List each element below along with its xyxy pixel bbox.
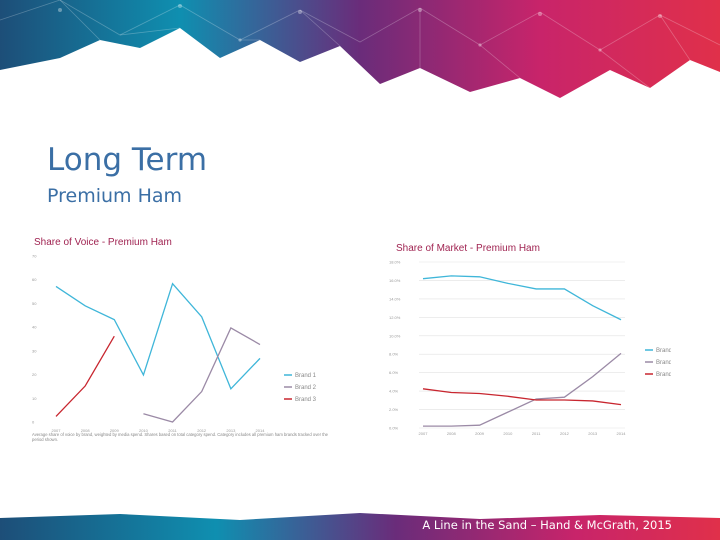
- share-of-voice-panel: Share of Voice - Premium Ham 0 10 20 30 40 50 6…: [30, 228, 340, 446]
- decorative-footer-band: [0, 513, 720, 540]
- legend-label: Brand 3: [295, 397, 317, 403]
- chart-footnote: Average share of voice by brand, weighte…: [32, 432, 329, 442]
- y-tick-label: 40: [32, 325, 37, 330]
- series-line-brand-2: [143, 327, 261, 423]
- y-tick-label: 10: [32, 396, 37, 401]
- x-tick-label: 2011: [168, 428, 177, 433]
- x-tick-label: 2009: [475, 431, 485, 436]
- x-tick-label: 2013: [588, 431, 598, 436]
- x-tick-label: 2009: [110, 428, 120, 433]
- legend-label: Brand 2: [295, 385, 317, 391]
- share-of-market-chart: Share of Market - Premium Ham 0.0% 2.0% 4.0…: [389, 243, 671, 436]
- series-line-brand-1: [55, 282, 261, 390]
- series-line-brand-3: [55, 335, 115, 417]
- x-tick-label: 2010: [139, 428, 149, 433]
- share-of-voice-chart: Share of Voice - Premium Ham 0 10 20 30 40 50 6…: [32, 237, 317, 433]
- legend-label: Brand 1: [295, 373, 317, 379]
- x-tick-label: 2012: [197, 428, 207, 433]
- x-tick-label: 2010: [503, 431, 513, 436]
- chart-title: Share of Voice - Premium Ham: [34, 237, 172, 248]
- y-tick-label: 0.0%: [389, 426, 399, 431]
- y-tick-label: 20: [32, 372, 37, 377]
- legend-label: Brand 2: [656, 360, 671, 366]
- y-tick-label: 6.0%: [389, 370, 399, 375]
- slide-subtitle: Premium Ham: [47, 185, 183, 207]
- y-tick-label: 8.0%: [389, 352, 399, 357]
- y-tick-label: 50: [32, 301, 37, 306]
- y-tick-label: 4.0%: [389, 389, 399, 394]
- y-tick-label: 16.0%: [389, 278, 401, 283]
- y-tick-label: 18.0%: [389, 260, 401, 265]
- y-tick-label: 70: [32, 254, 37, 259]
- x-tick-label: 2013: [226, 428, 236, 433]
- y-tick-label: 14.0%: [389, 296, 401, 301]
- legend-label: Brand 1: [656, 348, 671, 354]
- series-line-brand-2: [423, 352, 622, 427]
- y-tick-label: 10.0%: [389, 333, 401, 338]
- y-tick-label: 30: [32, 348, 37, 353]
- decorative-header-band: [0, 0, 720, 98]
- legend-label: Brand 3: [656, 372, 671, 378]
- y-tick-label: 0: [32, 420, 35, 425]
- x-tick-label: 2008: [81, 428, 91, 433]
- chart-title: Share of Market - Premium Ham: [396, 243, 540, 254]
- footer-citation: A Line in the Sand – Hand & McGrath, 201…: [422, 518, 672, 532]
- share-of-market-panel: Share of Market - Premium Ham 0.0% 2.0% 4.0…: [383, 232, 671, 444]
- y-tick-label: 12.0%: [389, 315, 401, 320]
- x-tick-label: 2014: [256, 428, 266, 433]
- x-tick-label: 2007: [52, 428, 62, 433]
- series-line-brand-1: [422, 275, 622, 321]
- series-line-brand-3: [422, 388, 622, 406]
- slide-title: Long Term: [47, 142, 208, 178]
- x-tick-label: 2011: [532, 431, 541, 436]
- y-tick-label: 2.0%: [389, 407, 399, 412]
- x-tick-label: 2014: [617, 431, 627, 436]
- x-tick-label: 2008: [447, 431, 457, 436]
- x-tick-label: 2012: [560, 431, 570, 436]
- x-tick-label: 2007: [419, 431, 429, 436]
- y-tick-label: 60: [32, 277, 37, 282]
